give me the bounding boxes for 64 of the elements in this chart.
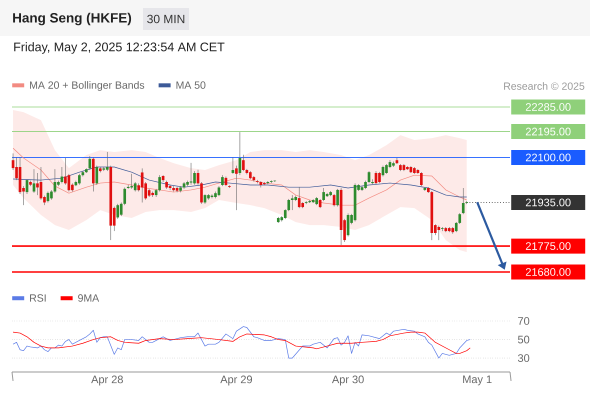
candlestick bbox=[123, 187, 126, 206]
candlestick bbox=[346, 213, 350, 237]
candlestick bbox=[238, 132, 242, 176]
candlestick bbox=[458, 212, 462, 224]
candlestick bbox=[242, 154, 245, 172]
line-series bbox=[12, 332, 471, 354]
candlestick bbox=[232, 157, 234, 174]
candlestick bbox=[420, 172, 423, 186]
candlestick bbox=[218, 186, 220, 196]
candlestick bbox=[235, 165, 238, 210]
text: 30 MIN bbox=[147, 14, 184, 24]
candlestick bbox=[78, 174, 81, 186]
x-tick-label: Apr 30 bbox=[332, 376, 364, 386]
candlestick bbox=[298, 186, 301, 208]
ref-line-label: 21775.00 bbox=[526, 242, 571, 250]
y-tick-label: 70 bbox=[518, 317, 530, 325]
x-tick-label: Apr 28 bbox=[91, 376, 123, 386]
candlestick bbox=[221, 174, 224, 186]
ref-line-label: 21680.00 bbox=[526, 268, 571, 276]
text: Research © 2025 bbox=[504, 82, 584, 90]
ref-line-label: 22195.00 bbox=[526, 128, 571, 136]
candlestick bbox=[46, 191, 50, 203]
line-series bbox=[12, 326, 471, 358]
y-tick-label: 30 bbox=[518, 354, 530, 362]
candlestick bbox=[385, 164, 388, 174]
legend-label: MA 50 bbox=[176, 81, 206, 89]
legend-label: MA 20 + Bollinger Bands bbox=[30, 81, 144, 91]
x-tick-label: May 1 bbox=[463, 376, 492, 386]
candlestick bbox=[454, 222, 458, 232]
candlestick bbox=[190, 162, 192, 186]
candlestick bbox=[179, 186, 182, 193]
candlestick bbox=[116, 204, 120, 220]
chart-title: Hang Seng (HKFE) bbox=[13, 12, 132, 26]
y-tick-label: 50 bbox=[518, 336, 530, 344]
candlestick bbox=[374, 170, 378, 184]
candlestick bbox=[437, 225, 440, 240]
candlestick bbox=[60, 166, 64, 184]
candlestick bbox=[130, 174, 134, 190]
candlestick bbox=[287, 198, 290, 212]
candlestick bbox=[32, 168, 36, 194]
candlestick bbox=[120, 202, 123, 216]
legend-label: RSI bbox=[30, 294, 46, 302]
chart-subtitle: Friday, May 2, 2025 12:23:54 AM CET bbox=[14, 42, 224, 54]
candlestick bbox=[392, 161, 395, 168]
candlestick bbox=[462, 188, 465, 214]
candlestick bbox=[134, 182, 137, 192]
candlestick bbox=[36, 172, 39, 196]
candlestick bbox=[332, 194, 336, 207]
candlestick bbox=[176, 186, 178, 193]
candlestick bbox=[204, 194, 206, 204]
candlestick bbox=[322, 188, 325, 202]
candlestick bbox=[284, 208, 287, 220]
x-tick-label: Apr 29 bbox=[220, 376, 252, 386]
ref-line-label: 22100.00 bbox=[526, 154, 571, 162]
ref-line-label: 22285.00 bbox=[526, 103, 571, 111]
candlestick bbox=[68, 174, 70, 192]
candlestick bbox=[140, 168, 144, 203]
candlestick bbox=[224, 176, 228, 186]
candlestick bbox=[336, 188, 339, 207]
ref-line-label: 21935.00 bbox=[526, 198, 571, 206]
candlestick bbox=[95, 165, 98, 186]
legend-label: 9MA bbox=[78, 294, 100, 302]
candlestick bbox=[158, 174, 161, 192]
candlestick bbox=[88, 156, 92, 170]
